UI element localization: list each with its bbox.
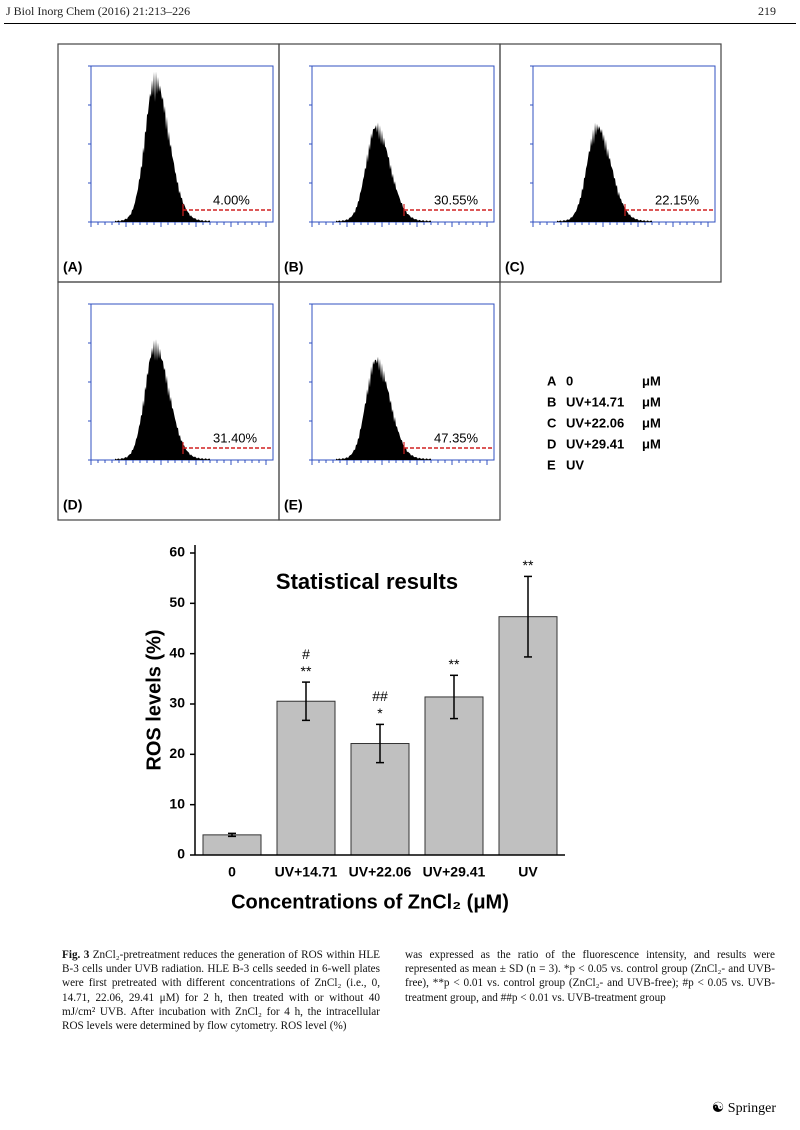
bar bbox=[202, 834, 262, 856]
legend-unit: μM bbox=[642, 394, 661, 409]
y-tick-label: 50 bbox=[169, 594, 185, 610]
significance-mark: ** bbox=[523, 557, 534, 573]
legend-label: UV+22.06 bbox=[566, 415, 624, 430]
y-tick-label: 40 bbox=[169, 644, 185, 660]
legend-unit: μM bbox=[642, 415, 661, 430]
gate-percent: 47.35% bbox=[434, 430, 479, 445]
legend-letter: A bbox=[547, 373, 557, 388]
legend-label: UV bbox=[566, 457, 584, 472]
y-tick-label: 30 bbox=[169, 695, 185, 711]
gate-percent: 30.55% bbox=[434, 192, 479, 207]
histogram-peak bbox=[115, 339, 210, 460]
footer: ☯ Springer bbox=[711, 1101, 776, 1116]
caption-left: Fig. 3 ZnCl₂-pretreatment reduces the ge… bbox=[62, 948, 380, 1033]
histogram-peak bbox=[336, 122, 431, 222]
gate-percent: 31.40% bbox=[213, 430, 258, 445]
caption-text: ZnCl₂-pretreatment reduces the generatio… bbox=[62, 949, 380, 1033]
significance-mark: ** bbox=[449, 656, 460, 672]
y-tick-label: 60 bbox=[169, 544, 185, 560]
panel-label: (A) bbox=[63, 259, 82, 275]
bar bbox=[424, 696, 484, 856]
panel-label: (C) bbox=[505, 259, 524, 275]
chart-title: Statistical results bbox=[276, 569, 458, 594]
panel-frame bbox=[278, 281, 501, 521]
x-tick-label: UV bbox=[518, 864, 538, 880]
panel-frame bbox=[499, 43, 722, 283]
legend-label: UV+29.41 bbox=[566, 436, 624, 451]
publisher: Springer bbox=[727, 1101, 776, 1116]
significance-mark: ** bbox=[301, 663, 312, 679]
gate-percent: 4.00% bbox=[213, 192, 250, 207]
x-tick-label: UV+22.06 bbox=[349, 864, 412, 880]
y-axis-label: ROS levels (%) bbox=[143, 629, 165, 770]
panel-label: (B) bbox=[284, 259, 303, 275]
significance-mark: # bbox=[302, 646, 310, 662]
histogram-peak bbox=[115, 71, 210, 222]
caption-label: Fig. 3 bbox=[62, 949, 90, 961]
legend-unit: μM bbox=[642, 373, 661, 388]
significance-mark: * bbox=[377, 705, 383, 721]
figure: 4.00% (A) 30.55% (B) 22.15% (C) 31.40% (D) 47.35… bbox=[57, 43, 722, 913]
x-tick-label: UV+29.41 bbox=[423, 864, 486, 880]
gate-percent: 22.15% bbox=[655, 192, 700, 207]
journal-header: J Biol Inorg Chem (2016) 21:213–226 bbox=[6, 4, 191, 18]
legend-unit: μM bbox=[642, 436, 661, 451]
x-axis-label: Concentrations of ZnCl₂ (μM) bbox=[231, 891, 509, 913]
y-tick-label: 0 bbox=[177, 846, 185, 862]
x-tick-label: UV+14.71 bbox=[275, 864, 338, 880]
legend-label: 0 bbox=[566, 373, 573, 388]
y-tick-label: 10 bbox=[169, 795, 185, 811]
panel-label: (E) bbox=[284, 497, 303, 513]
x-tick-label: 0 bbox=[228, 864, 236, 880]
legend-letter: E bbox=[547, 457, 556, 472]
legend-letter: B bbox=[547, 394, 556, 409]
significance-mark: ## bbox=[372, 688, 388, 704]
legend-letter: D bbox=[547, 436, 556, 451]
bar bbox=[276, 700, 336, 856]
legend-letter: C bbox=[547, 415, 557, 430]
legend-label: UV+14.71 bbox=[566, 394, 624, 409]
header-rule bbox=[4, 23, 796, 24]
histogram-peak bbox=[336, 356, 431, 460]
y-tick-label: 20 bbox=[169, 745, 185, 761]
panel-label: (D) bbox=[63, 497, 82, 513]
page-number: 219 bbox=[758, 4, 776, 18]
caption-right: was expressed as the ratio of the fluore… bbox=[405, 949, 775, 1004]
histogram-peak bbox=[557, 122, 652, 222]
